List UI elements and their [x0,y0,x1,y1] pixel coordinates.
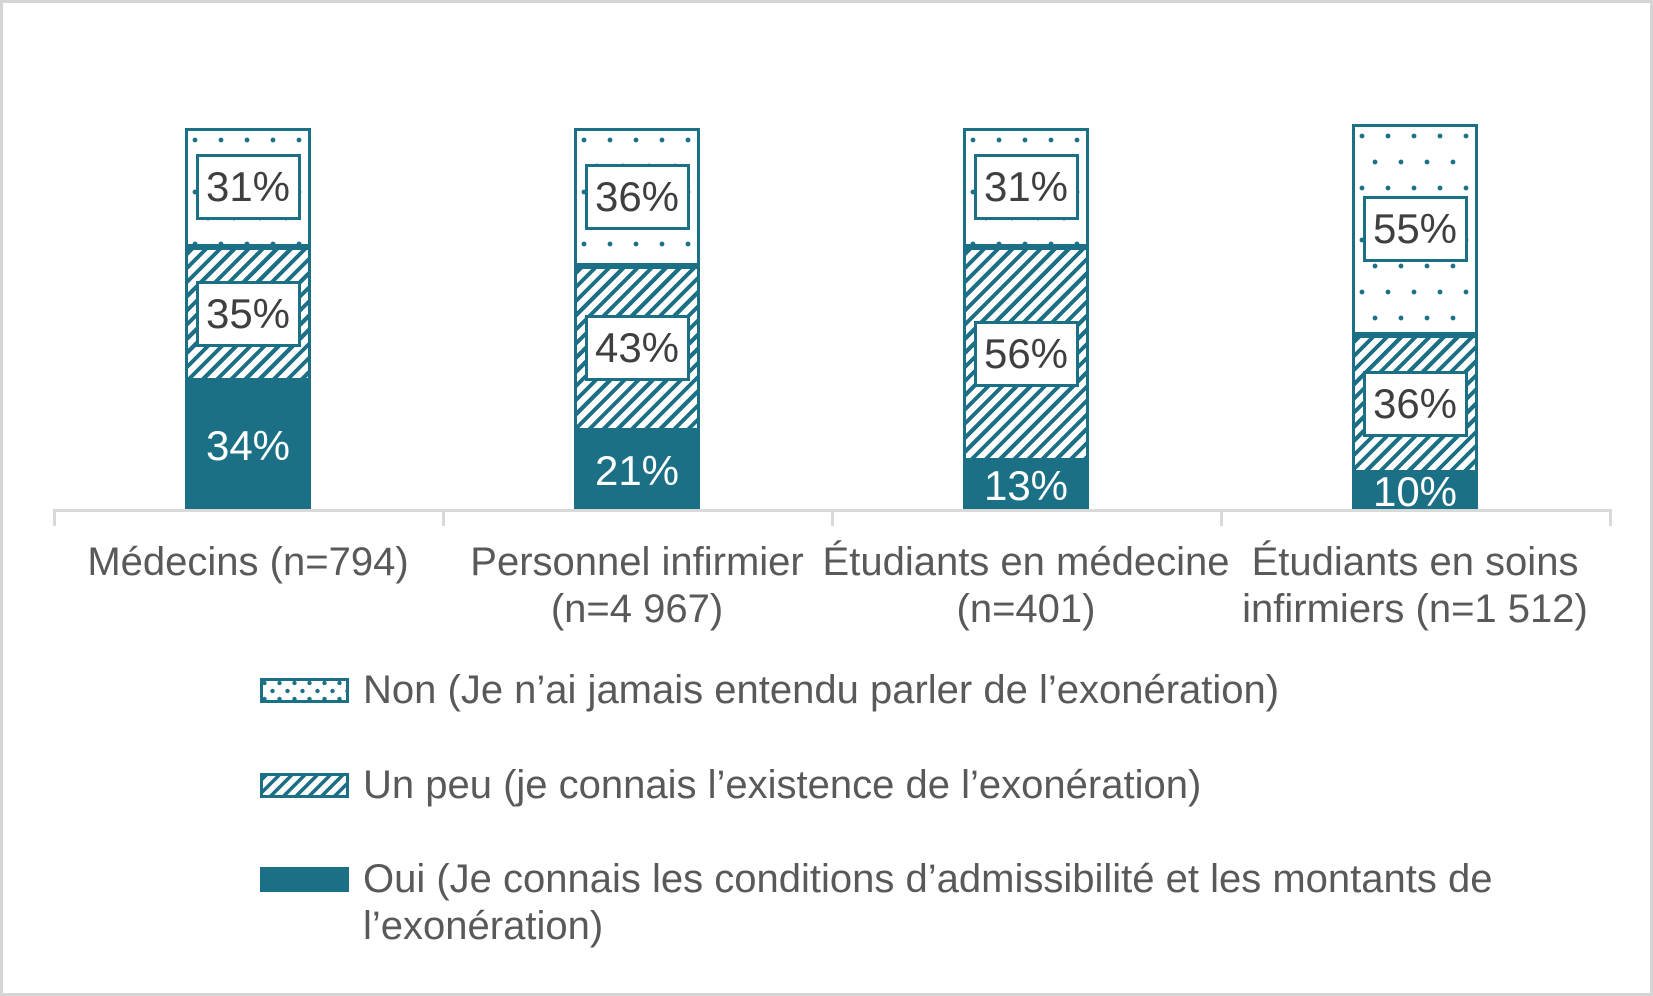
legend-label: Un peu (je connais l’existence de l’exon… [363,763,1202,807]
segment-value-label: 56% [973,320,1079,387]
x-axis-tick [53,509,56,526]
segment-value-label: 10% [1372,467,1458,515]
segment-value-label: 36% [584,163,690,230]
segment-value-label: 55% [1362,196,1468,263]
legend-item: Non (Je n’ai jamais entendu parler de l’… [260,667,1279,714]
bar-segment-hatch: 56% [963,246,1089,462]
segment-value-label: 34% [205,421,291,469]
bar-segment-dots: 55% [1352,124,1478,335]
legend-swatch-solid [260,867,349,892]
bar-segment-dots: 36% [574,128,700,266]
bar-segment-dots: 31% [185,128,311,247]
segment-value-label: 21% [594,446,680,494]
bar-group-1: 31% 35% 34% [185,128,311,511]
bar-segment-dots: 31% [963,128,1089,247]
bar-segment-solid: 21% [574,430,700,511]
legend-swatch-dots [260,678,349,703]
x-axis-tick [1220,509,1223,526]
x-axis-tick [442,509,445,526]
x-axis-tick [831,509,834,526]
segment-value-label: 13% [983,462,1069,510]
bar-segment-hatch: 36% [1352,334,1478,473]
category-label: Étudiants en médecine (n=401) [822,540,1230,631]
legend-item: Oui (Je connais les conditions d’admissi… [260,856,1513,950]
bar-segment-hatch: 35% [185,246,311,381]
segment-value-label: 36% [1362,370,1468,437]
bar-group-3: 31% 56% 13% [963,128,1089,511]
segment-value-label: 31% [195,154,301,221]
bar-group-2: 36% 43% 21% [574,128,700,511]
segment-value-label: 31% [973,154,1079,221]
x-axis-tick [1609,509,1612,526]
category-label: Étudiants en soins infirmiers (n=1 512) [1242,540,1588,631]
bar-segment-solid: 10% [1352,467,1478,515]
bar-segment-solid: 34% [185,380,311,511]
legend-swatch-hatch [260,773,349,798]
legend-label: Non (Je n’ai jamais entendu parler de l’… [363,668,1280,712]
bar-group-4: 55% 36% 10% [1352,124,1478,515]
legend-label: Oui (Je connais les conditions d’admissi… [363,857,1493,948]
segment-value-label: 43% [584,315,690,382]
bar-segment-solid: 13% [963,461,1089,511]
segment-value-label: 35% [195,280,301,347]
category-label: Personnel infirmier (n=4 967) [470,540,804,631]
legend-item: Un peu (je connais l’existence de l’exon… [260,762,1201,809]
category-label: Médecins (n=794) [87,540,409,584]
bar-segment-hatch: 43% [574,265,700,431]
